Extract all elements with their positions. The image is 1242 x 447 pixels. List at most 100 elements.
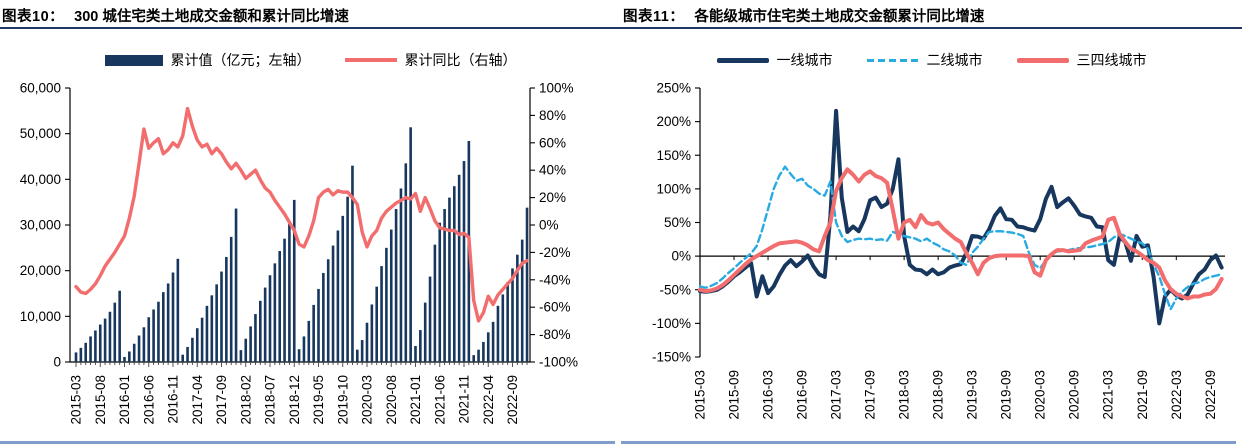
bar [162,292,165,362]
bar [346,196,349,362]
svg-text:2016-09: 2016-09 [795,370,810,420]
bar [128,351,131,362]
series-line-二线城市 [698,165,1223,311]
svg-text:2021-03: 2021-03 [1101,370,1116,420]
bar [477,349,480,362]
bar-swatch-icon [104,54,163,66]
legend-item-tier2: 二线城市 [866,50,983,70]
svg-text:-150%: -150% [652,350,691,365]
bar [317,288,320,362]
svg-text:2022-03: 2022-03 [1169,370,1184,420]
bar [229,236,233,362]
svg-text:0: 0 [53,355,61,370]
bar [249,326,252,362]
cumulative-yoy-line [74,106,529,323]
bar [423,302,427,362]
bar [414,346,417,362]
legend-item-cumulative-yoy: 累计同比（右轴） [344,50,517,70]
bar [176,258,180,362]
svg-text:50,000: 50,000 [20,126,61,141]
bar [409,127,412,362]
bar [443,209,446,362]
svg-text:40%: 40% [539,163,566,178]
bar [74,352,78,362]
bar [263,287,267,362]
svg-text:2022-04: 2022-04 [481,375,496,425]
bar [341,215,345,362]
bar [181,354,184,362]
bar [234,208,238,362]
bar [98,324,102,362]
bar [215,284,218,362]
bar [511,268,514,362]
svg-text:20,000: 20,000 [20,263,61,278]
bar [520,239,524,362]
svg-text:150%: 150% [656,148,691,163]
svg-text:2016-06: 2016-06 [141,375,156,425]
figure-10-bottom-rule [0,441,615,444]
bar [171,272,175,362]
svg-text:2022-09: 2022-09 [1203,370,1218,420]
bar [297,349,301,362]
bar [380,266,383,362]
svg-text:2018-09: 2018-09 [931,370,946,420]
bar [404,163,408,362]
bar [89,336,92,362]
bar [482,341,485,362]
svg-text:2017-09: 2017-09 [214,375,229,425]
bar [113,302,117,362]
bar [200,317,204,362]
bar [365,322,369,362]
svg-text:2018-03: 2018-03 [897,370,912,420]
figure-11-title: 图表11： 各能级城市住宅类土地成交金额累计同比增速 [621,0,1242,29]
bar [123,356,126,362]
bar [118,290,121,362]
bar [322,272,325,362]
bar [195,328,199,362]
bar [394,209,398,362]
bar [370,304,374,362]
bar [472,355,475,362]
bar [225,256,228,362]
figure-11-number: 图表11： [623,9,685,25]
bar [103,318,107,362]
bar [525,207,529,362]
bar [278,251,281,362]
figure-10-number: 图表10： [2,9,65,25]
bar [142,327,146,362]
svg-text:0%: 0% [539,218,559,233]
tier34-line-swatch-icon [1016,57,1069,63]
svg-text:2018-02: 2018-02 [238,375,253,425]
legend-label-tier1: 一线城市 [776,54,833,69]
svg-text:2019-05: 2019-05 [311,375,326,425]
bar [220,271,223,362]
bar [84,342,87,362]
bar [433,244,437,362]
svg-text:-60%: -60% [539,300,571,315]
svg-text:2015-08: 2015-08 [93,375,108,425]
svg-text:30,000: 30,000 [20,218,61,233]
bar [137,335,141,362]
svg-text:2020-09: 2020-09 [1067,370,1082,420]
svg-text:2015-09: 2015-09 [727,370,742,420]
bar [462,161,466,362]
bar [210,295,214,362]
figure-11-legend: 一线城市 二线城市 三四线城市 [621,50,1242,70]
bar [307,320,311,362]
figure-11-panel: 图表11： 各能级城市住宅类土地成交金额累计同比增速 一线城市 二线城市 三四线城… [621,0,1242,447]
legend-label-tier2: 二线城市 [926,54,983,69]
svg-text:50%: 50% [664,215,691,230]
svg-text:2016-01: 2016-01 [117,375,132,425]
legend-item-tier34: 三四线城市 [1016,50,1147,70]
svg-text:2018-12: 2018-12 [287,375,302,425]
svg-text:-100%: -100% [652,316,691,331]
bar [438,222,442,362]
svg-text:2018-07: 2018-07 [263,375,278,425]
svg-text:40,000: 40,000 [20,172,61,187]
bar [356,349,359,362]
figure-11-plot: -150% -100% -50% 0% 50% 100% 150% 200% 250% 2015-… [652,81,1225,420]
legend-label-cumulative-yoy: 累计同比（右轴） [404,54,517,69]
bar [254,314,257,362]
bar [147,317,151,362]
